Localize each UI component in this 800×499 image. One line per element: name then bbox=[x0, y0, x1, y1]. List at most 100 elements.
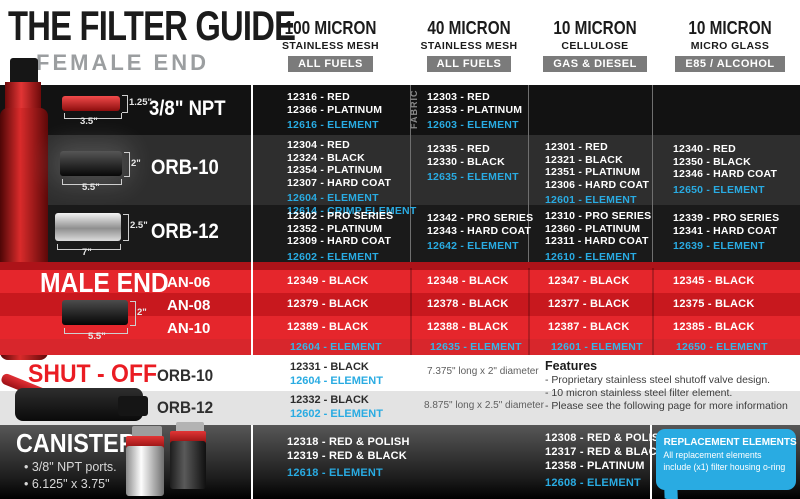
part-number: 12349 - BLACK bbox=[287, 275, 369, 287]
part-number: 12309 - HARD COAT bbox=[287, 235, 392, 247]
part-number: 12358 - PLATINUM bbox=[545, 460, 645, 472]
part-number: 12324 - BLACK bbox=[287, 151, 365, 164]
part-number: 12378 - BLACK bbox=[427, 298, 509, 310]
row-label-shutoff-orb12: ORB-12 bbox=[157, 398, 214, 417]
shutoff-valve-nose-image bbox=[118, 396, 148, 416]
element-part-number: 12604 - ELEMENT bbox=[287, 192, 379, 204]
male-end-section: MALE END AN-06 AN-08 AN-10 12349 - BLACK… bbox=[0, 262, 800, 355]
replacement-elements-callout: REPLACEMENT ELEMENTS All replacement ele… bbox=[656, 429, 797, 490]
part-number: 12302 - PRO SERIES bbox=[287, 210, 394, 222]
orb12-length-dim: 7" bbox=[82, 247, 92, 258]
part-number: 12335 - RED bbox=[427, 143, 490, 155]
element-part-number: 12616 - ELEMENT bbox=[287, 119, 379, 131]
cell-canister-100micron: 12318 - RED & POLISH 12319 - RED & BLACK… bbox=[287, 435, 410, 480]
element-part-number: 12635 - ELEMENT bbox=[427, 171, 519, 183]
dimension-line bbox=[64, 328, 128, 334]
replacement-elements-title: REPLACEMENT ELEMENTS bbox=[663, 436, 797, 448]
cell-orb10-microglass: 12340 - RED 12350 - BLACK 12346 - HARD C… bbox=[673, 143, 777, 196]
part-number: 12306 - HARD COAT bbox=[545, 178, 650, 191]
column-separator bbox=[652, 268, 654, 355]
row-label-orb12: ORB-12 bbox=[151, 220, 219, 243]
label-column-separator bbox=[251, 85, 253, 355]
column-separator bbox=[410, 268, 412, 355]
shutoff-heading: SHUT - OFF bbox=[28, 360, 158, 388]
male-filter-image bbox=[62, 300, 128, 325]
column-separator bbox=[652, 85, 653, 262]
feature-item: - 10 micron stainless steel filter eleme… bbox=[545, 387, 733, 399]
column-micron-label: 100 MICRON bbox=[284, 18, 377, 38]
features-title: Features bbox=[545, 359, 598, 373]
part-number: 12341 - HARD COAT bbox=[673, 224, 778, 237]
red-filter-photo-cap bbox=[10, 58, 38, 86]
canister-heading: CANISTER bbox=[16, 428, 136, 458]
canister-bracket-image bbox=[132, 426, 162, 438]
canister-bullet: • 3/8" NPT ports. bbox=[24, 460, 117, 474]
element-part-number: 12618 - ELEMENT bbox=[287, 467, 383, 479]
part-number: 12308 - RED & POLISH bbox=[545, 432, 668, 444]
dimension-line bbox=[64, 113, 122, 119]
row-orb12-background bbox=[0, 205, 800, 262]
orb12-height-dim: 2.5" bbox=[130, 220, 148, 231]
dimension-line bbox=[62, 179, 122, 185]
male-end-heading: MALE END bbox=[40, 267, 169, 298]
canister-bracket-image bbox=[176, 422, 204, 433]
label-column-separator bbox=[251, 262, 253, 355]
cell-canister-10micron: 12308 - RED & POLISH 12317 - RED & BLACK… bbox=[545, 431, 668, 490]
row-label-npt: 3/8" NPT bbox=[149, 97, 226, 120]
element-part-number: 12603 - ELEMENT bbox=[427, 119, 519, 131]
male-row-element-background bbox=[0, 339, 800, 355]
feature-item: - Proprietary stainless steel shutoff va… bbox=[545, 374, 771, 386]
part-number: 12352 - PLATINUM bbox=[287, 222, 383, 235]
male-end-top-strip bbox=[0, 262, 800, 270]
part-number: 12366 - PLATINUM bbox=[287, 103, 383, 116]
label-column-separator bbox=[251, 425, 253, 499]
column-separator bbox=[528, 268, 530, 355]
cell-orb12-microglass: 12339 - PRO SERIES 12341 - HARD COAT 126… bbox=[673, 212, 779, 253]
row-label-orb10: ORB-10 bbox=[151, 156, 219, 179]
element-part-number: 12650 - ELEMENT bbox=[676, 341, 768, 353]
column-fuel-badge: ALL FUELS bbox=[288, 56, 373, 72]
part-number: 12342 - PRO SERIES bbox=[427, 212, 534, 224]
part-number: 12347 - BLACK bbox=[548, 275, 630, 287]
column-header-10-micron-cellulose: 10 MICRON CELLULOSE GAS & DIESEL bbox=[530, 18, 660, 72]
feature-item: - Please see the following page for more… bbox=[545, 400, 788, 412]
column-fuel-badge: E85 / ALCOHOL bbox=[675, 56, 785, 72]
column-media-label: CELLULOSE bbox=[561, 40, 629, 52]
element-part-number: 12602 - ELEMENT bbox=[287, 250, 379, 263]
part-number: 12389 - BLACK bbox=[287, 321, 369, 333]
cell-orb12-cellulose: 12310 - PRO SERIES 12360 - PLATINUM 1231… bbox=[545, 210, 651, 263]
column-media-label: MICRO GLASS bbox=[690, 40, 770, 52]
part-number: 12388 - BLACK bbox=[427, 321, 509, 333]
column-separator bbox=[650, 425, 652, 499]
npt-filter-image bbox=[62, 96, 120, 111]
fabric-tag: FABRIC bbox=[409, 89, 419, 130]
canister-chrome-image bbox=[126, 446, 164, 496]
row-label-an08: AN-08 bbox=[167, 297, 211, 314]
cell-npt-40micron: 12303 - RED 12353 - PLATINUM 12603 - ELE… bbox=[427, 91, 522, 132]
row-label-shutoff-orb10: ORB-10 bbox=[157, 366, 214, 385]
column-media-label: STAINLESS MESH bbox=[282, 40, 379, 52]
part-number: 12310 - PRO SERIES bbox=[545, 210, 652, 222]
column-separator bbox=[528, 85, 529, 262]
orb10-height-dim: 2" bbox=[131, 158, 141, 169]
part-number: 12311 - HARD COAT bbox=[545, 235, 649, 247]
element-part-number: 12602 - ELEMENT bbox=[290, 408, 383, 420]
dimension-line bbox=[130, 301, 136, 326]
canister-black-cap-image bbox=[170, 431, 206, 444]
part-number: 12375 - BLACK bbox=[673, 298, 755, 310]
dimension-line bbox=[124, 152, 130, 177]
part-number: 12317 - RED & BLACK bbox=[545, 446, 665, 458]
part-number: 12343 - HARD COAT bbox=[427, 224, 532, 237]
orb12-filter-image bbox=[55, 213, 121, 241]
part-number: 12351 - PLATINUM bbox=[545, 166, 641, 178]
column-separator bbox=[410, 85, 411, 262]
canister-bullet: • 6.125" x 3.75" bbox=[24, 477, 110, 491]
part-number: 12340 - RED bbox=[673, 143, 736, 155]
part-number: 12303 - RED bbox=[427, 91, 490, 103]
cell-orb10-40micron: 12335 - RED 12330 - BLACK 12635 - ELEMEN… bbox=[427, 143, 519, 184]
column-media-label: STAINLESS MESH bbox=[420, 40, 518, 52]
part-number: 12301 - RED bbox=[545, 141, 608, 153]
element-part-number: 12639 - ELEMENT bbox=[673, 240, 765, 252]
shutoff-orb12-size: 8.875" long x 2.5" diameter bbox=[424, 400, 544, 411]
